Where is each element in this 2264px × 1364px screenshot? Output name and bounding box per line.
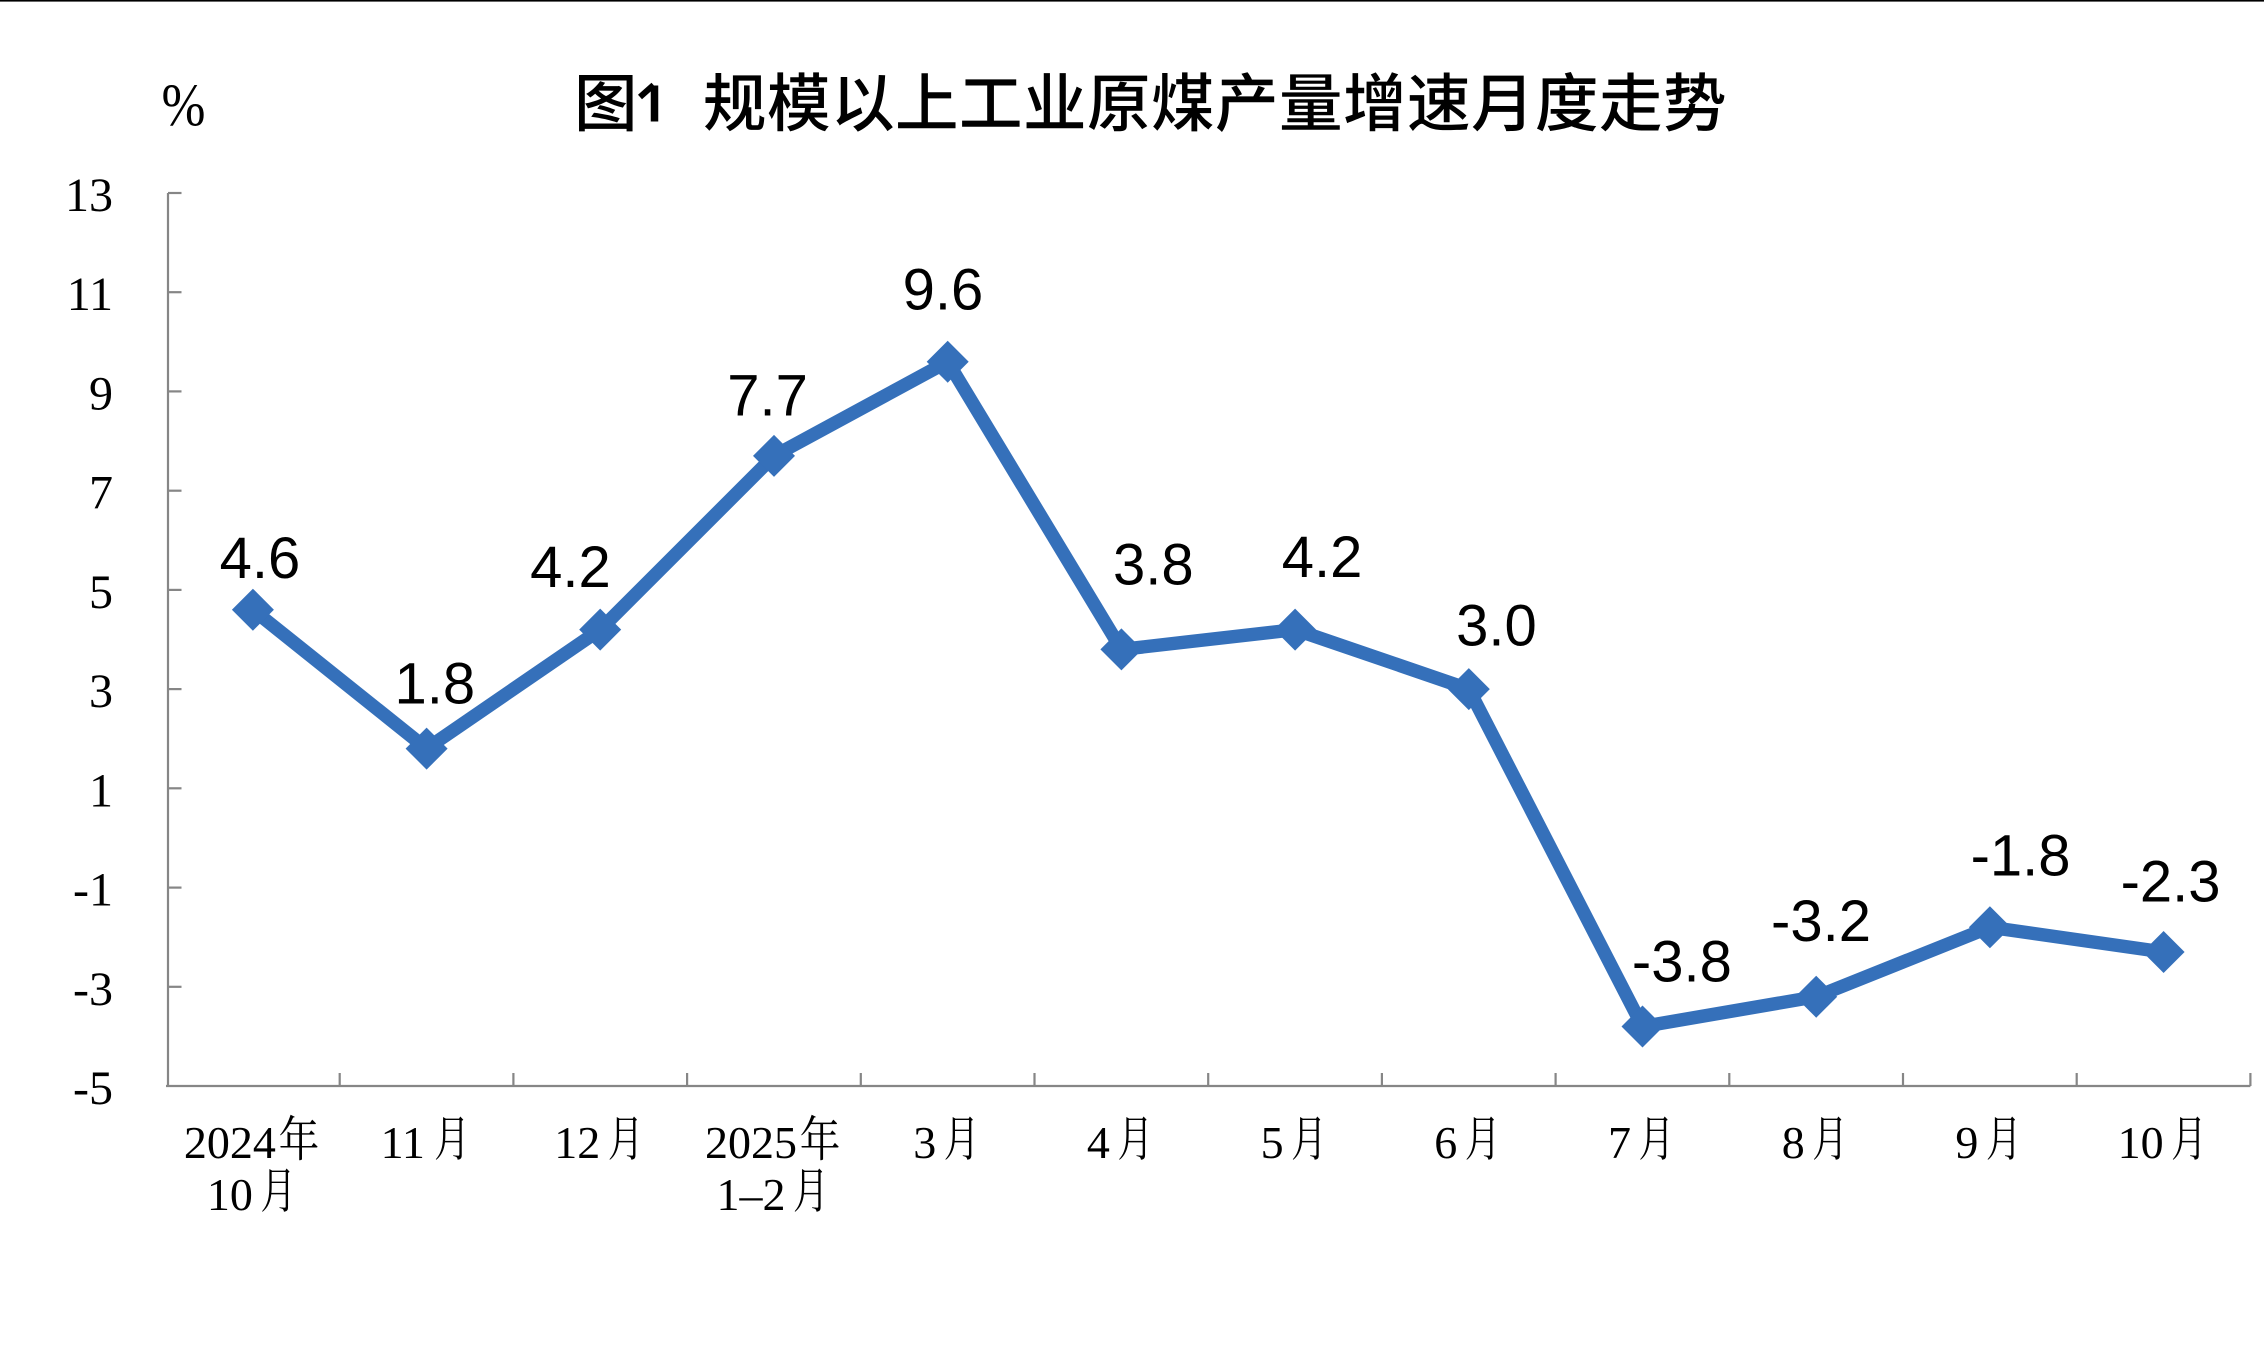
svg-text:3: 3 xyxy=(89,665,113,718)
svg-text:7: 7 xyxy=(89,467,113,520)
svg-text:-2.3: -2.3 xyxy=(2121,850,2221,915)
svg-text:12: 12 xyxy=(554,1117,600,1168)
svg-text:%: % xyxy=(162,73,206,139)
svg-text:1: 1 xyxy=(89,764,113,817)
svg-text:11: 11 xyxy=(381,1117,425,1168)
svg-text:11: 11 xyxy=(67,268,113,321)
svg-text:10: 10 xyxy=(207,1169,253,1220)
svg-text:8: 8 xyxy=(1782,1117,1805,1168)
svg-text:5: 5 xyxy=(1261,1117,1284,1168)
svg-text:13: 13 xyxy=(65,169,113,222)
svg-text:7.7: 7.7 xyxy=(727,364,808,429)
svg-text:-1.8: -1.8 xyxy=(1971,824,2071,889)
svg-text:3.0: 3.0 xyxy=(1456,593,1537,658)
svg-text:10: 10 xyxy=(2118,1117,2164,1168)
svg-text:2025: 2025 xyxy=(705,1117,797,1168)
svg-text:4.2: 4.2 xyxy=(530,535,611,600)
svg-text:1.8: 1.8 xyxy=(394,652,475,717)
svg-text:-3.2: -3.2 xyxy=(1771,889,1871,954)
svg-text:-1: -1 xyxy=(73,864,113,917)
svg-text:5: 5 xyxy=(89,566,113,619)
svg-text:4: 4 xyxy=(1087,1117,1110,1168)
svg-text:9.6: 9.6 xyxy=(903,258,984,323)
svg-text:6: 6 xyxy=(1434,1117,1457,1168)
svg-text:2024: 2024 xyxy=(184,1117,276,1168)
svg-text:7: 7 xyxy=(1608,1117,1631,1168)
svg-text:-3.8: -3.8 xyxy=(1632,930,1732,995)
svg-text:4.6: 4.6 xyxy=(220,526,301,591)
svg-text:4.2: 4.2 xyxy=(1282,525,1363,590)
svg-text:3.8: 3.8 xyxy=(1113,532,1194,597)
svg-text:1–2: 1–2 xyxy=(717,1169,786,1220)
svg-text:-5: -5 xyxy=(73,1062,113,1115)
svg-text:3: 3 xyxy=(913,1117,936,1168)
svg-text:9: 9 xyxy=(1955,1117,1978,1168)
svg-text:9: 9 xyxy=(89,367,113,420)
svg-text:-3: -3 xyxy=(73,963,113,1016)
